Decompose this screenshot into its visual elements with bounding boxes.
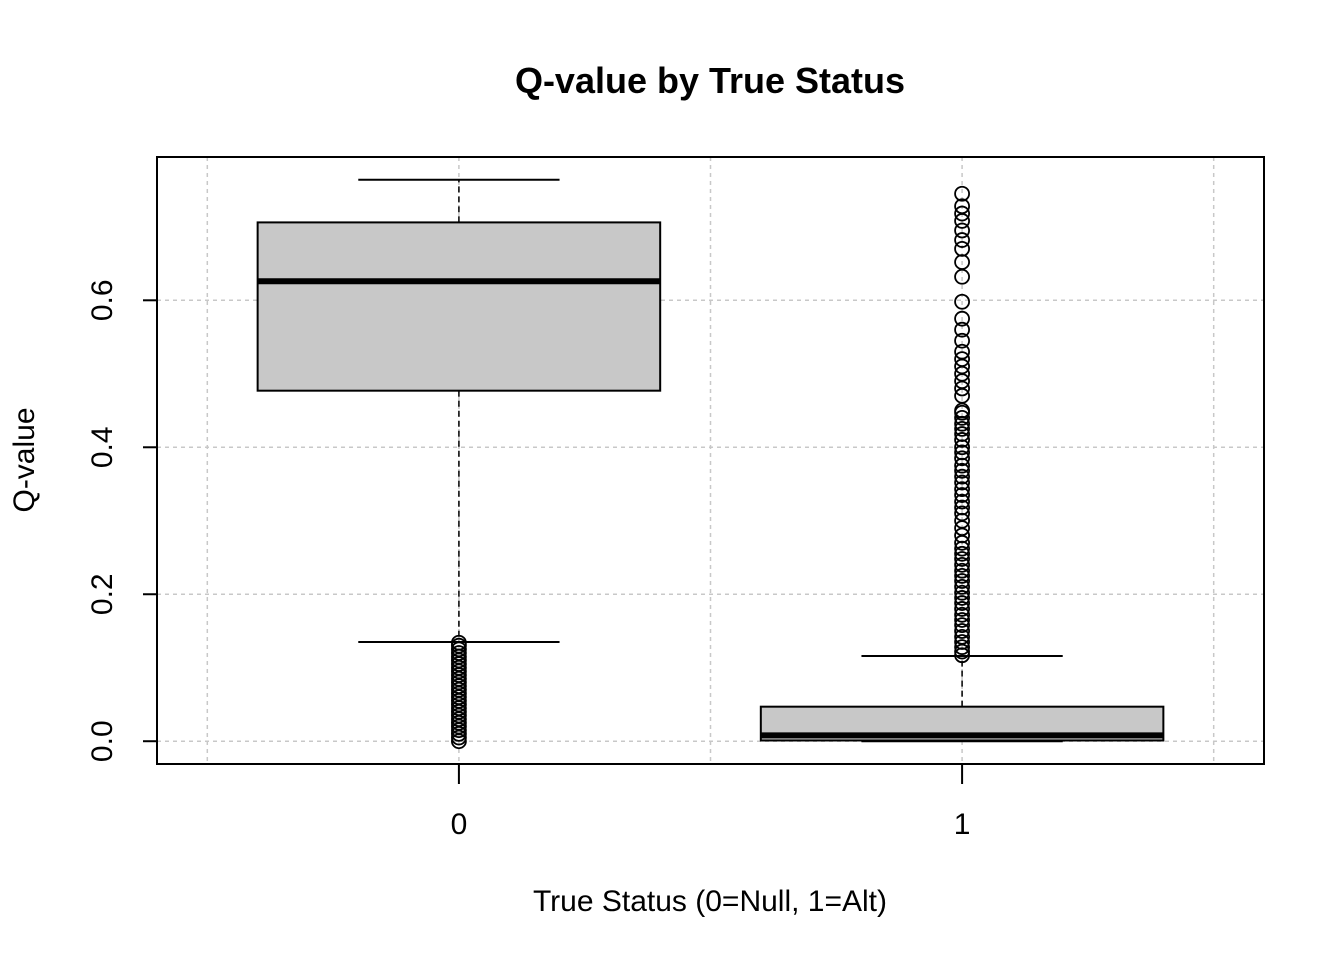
outlier-point xyxy=(954,578,970,595)
outlier-point xyxy=(954,601,970,617)
outlier-point xyxy=(954,556,970,573)
outlier-point xyxy=(954,612,970,628)
outlier-point xyxy=(954,545,970,562)
outliers xyxy=(954,185,970,664)
outlier-point xyxy=(451,645,467,661)
outliers xyxy=(451,634,467,750)
outlier-point xyxy=(954,444,970,461)
y-tick-label: 0.0 xyxy=(86,720,119,762)
outlier-point xyxy=(954,505,970,522)
outlier-point xyxy=(954,293,970,310)
outlier-point xyxy=(954,468,970,485)
box-iqr xyxy=(256,221,662,392)
outlier-point xyxy=(954,222,970,239)
outlier-point xyxy=(954,232,970,248)
chart-title: Q-value by True Status xyxy=(515,60,905,101)
y-tick-label: 0.4 xyxy=(86,426,119,468)
outlier-point xyxy=(954,590,970,606)
outlier-point xyxy=(954,573,970,589)
outlier-point xyxy=(954,321,970,338)
outlier-point xyxy=(954,421,970,437)
outlier-point xyxy=(954,551,970,567)
outlier-point xyxy=(954,462,970,479)
outlier-point xyxy=(954,474,970,491)
outlier-point xyxy=(954,634,970,650)
outlier-point xyxy=(954,185,970,202)
outlier-point xyxy=(954,639,970,656)
outlier-point xyxy=(954,240,970,257)
outlier-point xyxy=(954,567,970,584)
x-tick-label: 1 xyxy=(954,808,971,841)
outlier-point xyxy=(954,623,970,639)
outlier-point xyxy=(954,450,970,467)
outlier-point xyxy=(954,310,970,327)
y-tick-label: 0.6 xyxy=(86,279,119,321)
outlier-point xyxy=(954,432,970,448)
outlier-point xyxy=(451,641,467,658)
outlier-point xyxy=(954,493,970,510)
outlier-point xyxy=(954,606,970,623)
outlier-point xyxy=(954,487,970,503)
outlier-point xyxy=(954,617,970,634)
outlier-point xyxy=(954,198,970,215)
outlier-point xyxy=(451,634,467,651)
x-tick-label: 0 xyxy=(451,808,468,841)
outlier-point xyxy=(954,595,970,611)
outlier-point xyxy=(954,481,970,498)
outlier-point xyxy=(954,628,970,645)
outlier-point xyxy=(954,332,970,349)
outlier-point xyxy=(954,343,970,360)
outlier-point xyxy=(954,409,970,426)
outlier-point xyxy=(954,562,970,579)
outlier-point xyxy=(954,499,970,516)
y-axis-label: Q-value xyxy=(8,407,41,512)
outlier-point xyxy=(954,205,970,222)
box-group-1 xyxy=(759,185,1165,743)
plot-frame xyxy=(156,156,1265,765)
box-group-0 xyxy=(256,178,662,750)
outlier-point xyxy=(954,351,970,367)
boxes xyxy=(256,178,1165,750)
x-axis-label: True Status (0=Null, 1=Alt) xyxy=(533,885,887,918)
outlier-point xyxy=(954,426,970,442)
y-tick-label: 0.2 xyxy=(86,573,119,615)
outlier-point xyxy=(954,584,970,601)
